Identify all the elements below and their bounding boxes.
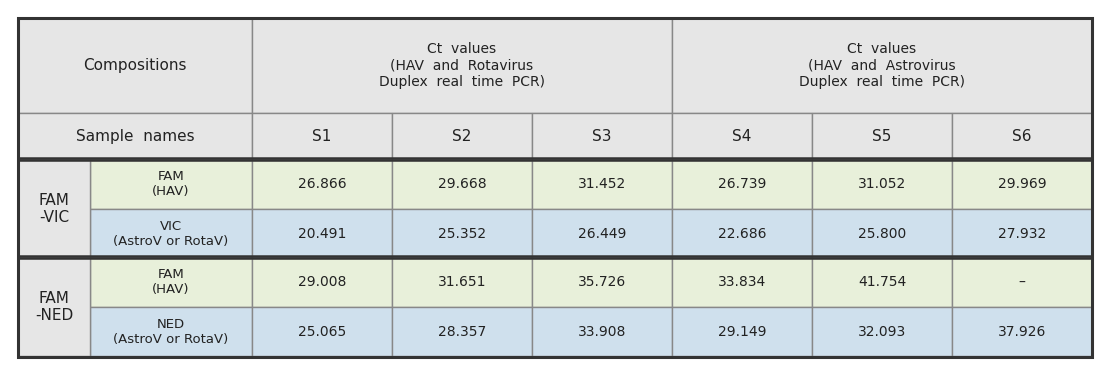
Bar bbox=[672, 258, 813, 307]
Bar bbox=[392, 160, 532, 209]
Bar bbox=[952, 113, 1092, 160]
Text: 20.491: 20.491 bbox=[297, 226, 346, 240]
Bar bbox=[252, 113, 392, 160]
Bar bbox=[252, 258, 392, 307]
Bar bbox=[532, 209, 672, 258]
Text: 31.052: 31.052 bbox=[858, 177, 906, 192]
Bar bbox=[813, 209, 952, 258]
Text: FAM
-NED: FAM -NED bbox=[34, 291, 73, 323]
Text: S4: S4 bbox=[733, 129, 751, 144]
Bar bbox=[672, 160, 813, 209]
Text: 26.866: 26.866 bbox=[297, 177, 346, 192]
Bar bbox=[392, 113, 532, 160]
Text: 29.008: 29.008 bbox=[297, 276, 346, 290]
Bar bbox=[252, 18, 672, 113]
Text: FAM
(HAV): FAM (HAV) bbox=[152, 268, 190, 297]
Bar bbox=[90, 258, 252, 307]
Text: 33.834: 33.834 bbox=[718, 276, 766, 290]
Bar bbox=[952, 307, 1092, 356]
Bar bbox=[532, 113, 672, 160]
Text: 29.969: 29.969 bbox=[998, 177, 1047, 192]
Bar bbox=[532, 160, 672, 209]
Text: 29.149: 29.149 bbox=[718, 324, 766, 339]
Bar bbox=[18, 18, 252, 113]
Bar bbox=[392, 307, 532, 356]
Bar bbox=[813, 113, 952, 160]
Bar bbox=[252, 160, 392, 209]
Text: 25.065: 25.065 bbox=[297, 324, 346, 339]
Text: S1: S1 bbox=[312, 129, 332, 144]
Bar bbox=[672, 18, 1092, 113]
Text: NED
(AstroV or RotaV): NED (AstroV or RotaV) bbox=[113, 318, 229, 345]
Bar bbox=[532, 258, 672, 307]
Bar bbox=[952, 209, 1092, 258]
Text: S2: S2 bbox=[452, 129, 472, 144]
Text: 26.449: 26.449 bbox=[578, 226, 626, 240]
Text: FAM
(HAV): FAM (HAV) bbox=[152, 171, 190, 198]
Text: S6: S6 bbox=[1012, 129, 1032, 144]
Text: 25.800: 25.800 bbox=[858, 226, 906, 240]
Bar bbox=[672, 113, 813, 160]
Bar bbox=[18, 113, 252, 160]
Bar bbox=[392, 209, 532, 258]
Text: 29.668: 29.668 bbox=[437, 177, 486, 192]
Text: VIC
(AstroV or RotaV): VIC (AstroV or RotaV) bbox=[113, 219, 229, 248]
Bar bbox=[532, 307, 672, 356]
Bar bbox=[672, 307, 813, 356]
Bar bbox=[813, 160, 952, 209]
Text: 35.726: 35.726 bbox=[578, 276, 626, 290]
Text: 37.926: 37.926 bbox=[998, 324, 1047, 339]
Text: 32.093: 32.093 bbox=[858, 324, 906, 339]
Bar bbox=[18, 160, 90, 258]
Text: 25.352: 25.352 bbox=[438, 226, 486, 240]
Bar bbox=[252, 307, 392, 356]
Bar bbox=[90, 160, 252, 209]
Text: 41.754: 41.754 bbox=[858, 276, 906, 290]
Bar bbox=[252, 209, 392, 258]
Text: 26.739: 26.739 bbox=[718, 177, 766, 192]
Text: 31.651: 31.651 bbox=[437, 276, 486, 290]
Text: Sample  names: Sample names bbox=[75, 129, 194, 144]
Text: –: – bbox=[1019, 276, 1026, 290]
Text: 31.452: 31.452 bbox=[578, 177, 626, 192]
Bar bbox=[672, 209, 813, 258]
Bar bbox=[813, 307, 952, 356]
Bar bbox=[392, 258, 532, 307]
Text: 28.357: 28.357 bbox=[437, 324, 486, 339]
Text: S5: S5 bbox=[872, 129, 891, 144]
Bar bbox=[90, 209, 252, 258]
Text: Ct  values
(HAV  and  Astrovirus
Duplex  real  time  PCR): Ct values (HAV and Astrovirus Duplex rea… bbox=[799, 42, 965, 89]
Text: 27.932: 27.932 bbox=[998, 226, 1046, 240]
Text: S3: S3 bbox=[593, 129, 612, 144]
Text: FAM
-VIC: FAM -VIC bbox=[39, 193, 70, 225]
Bar bbox=[952, 258, 1092, 307]
Text: Compositions: Compositions bbox=[83, 58, 186, 73]
Text: 33.908: 33.908 bbox=[578, 324, 626, 339]
Bar bbox=[18, 258, 90, 356]
Text: Ct  values
(HAV  and  Rotavirus
Duplex  real  time  PCR): Ct values (HAV and Rotavirus Duplex real… bbox=[379, 42, 545, 89]
Bar bbox=[813, 258, 952, 307]
Text: 22.686: 22.686 bbox=[718, 226, 766, 240]
Bar bbox=[952, 160, 1092, 209]
Bar bbox=[90, 307, 252, 356]
